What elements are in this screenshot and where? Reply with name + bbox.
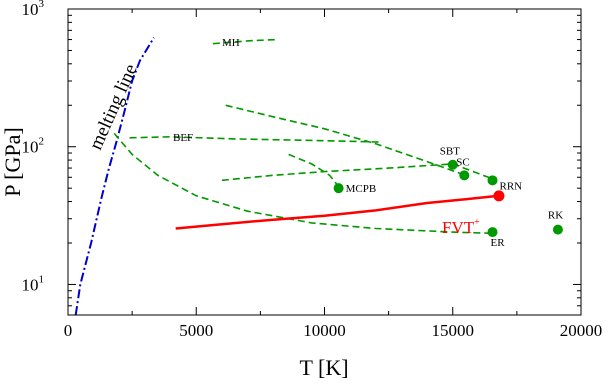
x-axis-title: T [K] xyxy=(299,355,348,380)
data-point xyxy=(459,170,469,180)
dashed-curve xyxy=(130,137,381,142)
y-tick-label: 103 xyxy=(22,0,45,19)
x-tick-label: 0 xyxy=(64,321,73,340)
x-tick-label: 15000 xyxy=(432,321,475,340)
plot-frame xyxy=(68,9,581,315)
data-point-label: RRN xyxy=(500,180,523,192)
curve-label: BEF xyxy=(173,132,193,144)
data-point-label: RK xyxy=(548,210,563,222)
melting-line-label: melting line xyxy=(85,61,141,153)
data-point-label: ER xyxy=(491,237,506,249)
data-point xyxy=(334,183,344,193)
dashed-curve xyxy=(226,105,466,175)
y-axis-title: P [GPa] xyxy=(0,127,25,196)
y-tick-label: 101 xyxy=(22,273,45,294)
data-point xyxy=(553,225,563,235)
x-tick-label: 20000 xyxy=(560,321,603,340)
data-point xyxy=(488,175,498,185)
data-point xyxy=(493,190,504,201)
fvt-line-label: FVT+ xyxy=(442,217,480,237)
x-tick-label: 10000 xyxy=(303,321,346,340)
curve-label: MH xyxy=(222,37,240,49)
data-point-label: SC xyxy=(456,156,469,168)
x-tick-label: 5000 xyxy=(179,321,213,340)
data-point-label: MCPB xyxy=(346,183,377,195)
data-point xyxy=(488,227,498,237)
